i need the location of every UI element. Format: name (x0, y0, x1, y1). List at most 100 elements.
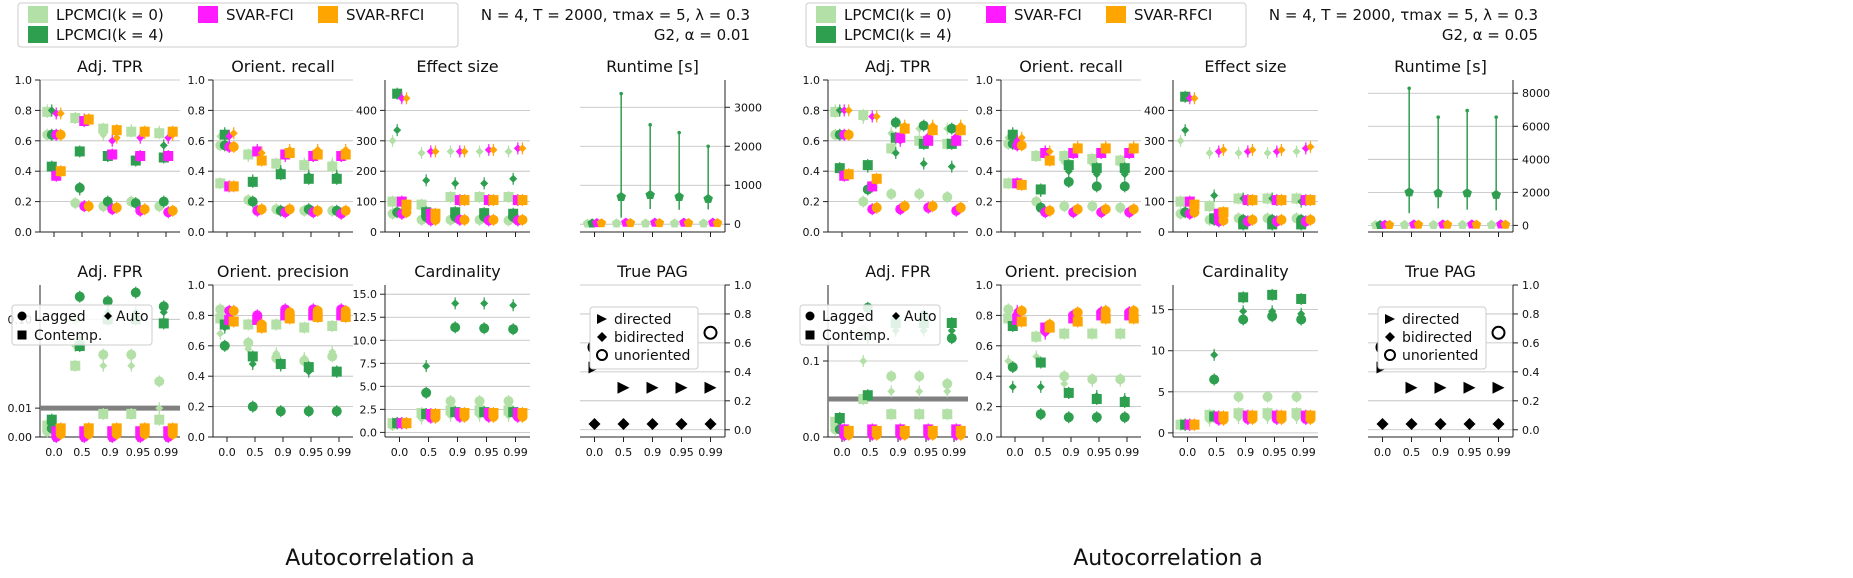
data-point-contemp (401, 199, 412, 210)
y-tick-label: 0.8 (976, 309, 994, 322)
data-point-auto (159, 141, 168, 150)
data-point-lagged (111, 202, 122, 213)
data-point-contemp (430, 208, 441, 219)
y-tick-label: 300 (1144, 135, 1165, 148)
pag-legend-marker (596, 349, 608, 361)
data-point-lagged (98, 349, 109, 360)
data-point-auto (229, 308, 238, 317)
data-point-contemp (252, 146, 263, 157)
data-point-lagged (130, 287, 141, 298)
data-point-lagged (303, 406, 314, 417)
data-point-contemp (1031, 331, 1042, 342)
y-tick-label: 1.0 (15, 74, 33, 87)
panel-title: Runtime [s] (1394, 57, 1487, 76)
pag-mark-unoriented (703, 325, 718, 340)
data-point-contemp (1087, 154, 1098, 165)
runtime-mark (1413, 219, 1424, 229)
data-point-contemp (1016, 316, 1027, 327)
data-point-lagged (1262, 391, 1273, 402)
data-point-contemp (284, 313, 295, 324)
data-point-auto (397, 94, 406, 103)
runtime-mark (625, 218, 636, 228)
data-point-auto (943, 387, 952, 396)
data-point-auto (1017, 133, 1026, 142)
data-point-auto (1292, 147, 1301, 156)
data-point-auto (872, 112, 881, 121)
runtime-mark (1471, 219, 1482, 229)
data-point-contemp (46, 414, 57, 425)
data-point-contemp (1003, 178, 1014, 189)
y-tick-label: 0.8 (188, 309, 206, 322)
panel-true-pag: True PAG 0.0 0.2 0.4 0.6 0.8 1.0 0.0 0.5 0.9 0.95 0… (580, 262, 752, 459)
pag-legend-label: directed (1402, 312, 1460, 328)
data-point-lagged (927, 201, 938, 212)
marker-legend-label: Lagged (34, 309, 86, 325)
data-point-lagged (890, 117, 901, 128)
x-tick-label: 0.99 (698, 446, 723, 459)
y-tick-label: 0.6 (734, 337, 752, 350)
data-point-contemp (215, 178, 226, 189)
panel-title: Adj. TPR (865, 57, 931, 76)
data-point-contemp (1016, 179, 1027, 190)
data-point-contemp (430, 408, 441, 419)
pag-mark-bidirected (1376, 417, 1389, 430)
y-tick-label: 300 (356, 135, 377, 148)
data-point-contemp (55, 423, 66, 434)
y-tick-label: 0.8 (734, 308, 752, 321)
data-point-auto (891, 148, 900, 157)
pag-legend: directed bidirected unoriented (1377, 306, 1487, 370)
panel-title: Orient. recall (1019, 57, 1123, 76)
x-tick-label: 0.9 (101, 446, 119, 459)
data-point-contemp (1119, 397, 1130, 408)
y-tick-label: 0.6 (188, 340, 206, 353)
data-point-contemp (163, 151, 174, 161)
data-point-lagged (1305, 214, 1316, 225)
x-tick-label: 0.5 (420, 446, 438, 459)
marker-legend: Lagged Auto Contemp. (11, 304, 153, 346)
pag-legend-marker (1384, 349, 1396, 361)
y-tick-label: 1.0 (976, 279, 994, 292)
x-tick-label: 0.0 (586, 446, 604, 459)
data-point-lagged (946, 333, 957, 344)
x-tick-label: 0.95 (126, 446, 151, 459)
data-point-auto (480, 179, 489, 188)
y-tick-label: 10 (1151, 345, 1165, 358)
panel-title: Cardinality (414, 262, 500, 281)
pag-legend-label: bidirected (1402, 330, 1472, 346)
pag-mark-directed (1434, 381, 1447, 394)
data-point-contemp (1044, 322, 1055, 333)
pag-mark-directed (1463, 381, 1476, 394)
y-tick-label: 0.6 (976, 340, 994, 353)
y-tick-label: 10.0 (353, 334, 378, 347)
runtime-mark (683, 218, 694, 228)
info-line-2: G2, α = 0.01 (654, 26, 750, 44)
data-point-contemp (158, 318, 169, 329)
data-point-lagged (914, 189, 925, 199)
data-point-contemp (1218, 411, 1229, 422)
data-point-lagged (55, 129, 66, 140)
data-point-contemp (1091, 394, 1102, 404)
y-tick-label: 0.0 (803, 226, 821, 239)
data-point-auto (1088, 376, 1097, 385)
data-point-lagged (1238, 314, 1249, 325)
data-point-auto (859, 357, 868, 365)
marker-legend-frame (799, 304, 941, 346)
data-point-lagged (942, 192, 953, 203)
data-point-contemp (1119, 163, 1130, 174)
data-point-contemp (867, 181, 878, 192)
data-point-auto (1036, 382, 1045, 391)
pag-mark-bidirected (1492, 417, 1505, 430)
data-point-contemp (1128, 313, 1139, 324)
x-tick-label: 0.0 (1374, 446, 1392, 459)
data-point-contemp (1291, 193, 1302, 204)
pag-legend-label: directed (614, 312, 672, 328)
pag-legend-label: bidirected (614, 330, 684, 346)
data-point-auto (887, 387, 896, 396)
data-point-lagged (946, 123, 957, 134)
data-point-auto (446, 147, 455, 156)
panel-orient-recall: Orient. recall 0.0 0.2 0.4 0.6 0.8 1.0 (976, 57, 1141, 239)
x-tick-label: 0.9 (1062, 446, 1080, 459)
data-point-contemp (858, 109, 869, 120)
data-point-lagged (1128, 204, 1139, 215)
panel-effect-size: Effect size 0 100 200 300 400 (356, 57, 530, 239)
